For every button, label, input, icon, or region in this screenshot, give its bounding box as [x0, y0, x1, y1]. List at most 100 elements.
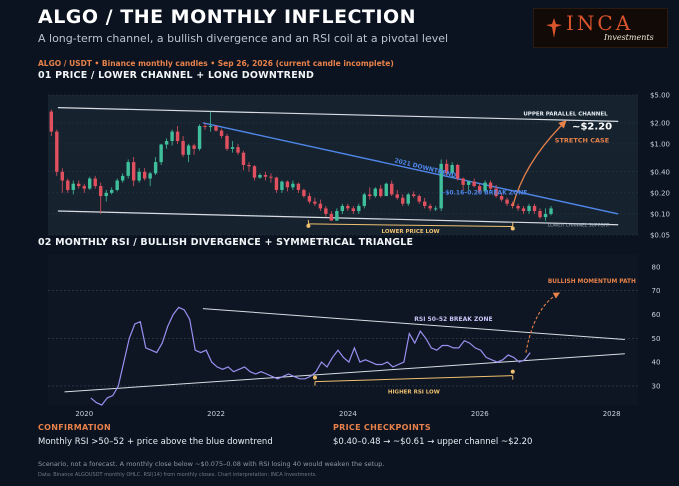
higher-rsi-low-label: HIGHER RSI LOW: [388, 390, 440, 396]
logo-tagline: Investments: [604, 33, 654, 42]
price-candle: [203, 126, 207, 128]
price-candle: [236, 147, 240, 153]
price-candle: [60, 171, 64, 181]
price-candle: [406, 194, 410, 204]
momentum-arrow: [525, 292, 561, 353]
year-tick-label: 2028: [603, 410, 621, 418]
price-candle: [450, 165, 454, 174]
price-candle: [280, 181, 284, 190]
price-candle: [131, 162, 136, 181]
lower-channel-support-label: LOWER CHANNEL SUPPORT: [548, 223, 610, 229]
price-candle: [153, 162, 158, 174]
price-candle: [71, 183, 75, 190]
price-candle: [49, 111, 53, 132]
price-candle: [137, 171, 141, 181]
price-candle: [461, 178, 465, 185]
price-candle: [379, 188, 383, 197]
price-candle: [423, 201, 427, 206]
price-candle: [488, 182, 493, 189]
upper-channel-line: [57, 107, 619, 122]
price-candle: [313, 201, 317, 204]
price-candle: [390, 183, 394, 195]
price-tick-label: $2.00: [650, 119, 670, 127]
price-candle: [82, 186, 86, 189]
rsi-tick-label: 50: [652, 335, 661, 343]
price-candle: [329, 213, 334, 221]
rsi-tick-label: 80: [652, 263, 661, 271]
price-candle: [477, 186, 482, 192]
price-candle: [181, 141, 185, 155]
upper-channel-label: UPPER PARALLEL CHANNEL: [523, 111, 608, 117]
price-candle: [373, 188, 377, 197]
price-tick-label: $0.10: [650, 210, 670, 218]
price-candle: [269, 176, 273, 178]
price-candle: [186, 145, 191, 155]
price-candle: [109, 189, 114, 193]
year-tick-label: 2020: [75, 410, 93, 418]
price-candle: [417, 196, 421, 202]
rsi-plot-area: [48, 255, 638, 405]
price-candle: [362, 194, 367, 206]
price-candle: [164, 141, 169, 145]
price-candle: [88, 178, 92, 189]
year-tick-label: 2024: [339, 410, 357, 418]
source-line: ALGO / USDT • Binance monthly candles • …: [38, 59, 394, 68]
bullish-momentum-label: BULLISH MOMENTUM PATH: [548, 279, 636, 285]
year-tick-label: 2026: [471, 410, 489, 418]
price-candle: [214, 126, 218, 131]
price-candle: [401, 197, 405, 204]
price-candle: [285, 181, 290, 188]
price-candle: [532, 205, 537, 212]
lower-price-low-point: [510, 226, 515, 231]
rsi-tick-label: 40: [652, 359, 661, 367]
price-candle: [225, 135, 229, 149]
break-zone-label: ~$0.16–0.20 BREAK ZONE: [440, 189, 527, 196]
price-candle: [263, 174, 268, 177]
price-candle: [208, 126, 213, 128]
price-candle: [433, 208, 438, 210]
price-candle: [115, 180, 119, 190]
price-candle: [318, 203, 323, 209]
inca-logo: INCA Investments: [533, 8, 668, 48]
logo-brand: INCA: [566, 11, 634, 35]
price-candle: [230, 147, 235, 149]
price-candle: [197, 126, 202, 149]
price-candle: [466, 181, 471, 185]
higher-rsi-low-point: [510, 369, 515, 374]
price-candle: [307, 196, 312, 202]
price-candle: [55, 131, 59, 172]
price-candle: [368, 194, 372, 197]
page-title: ALGO / THE MONTHLY INFLECTION: [38, 6, 417, 28]
price-candle: [428, 205, 432, 209]
higher-rsi-low-point: [312, 375, 317, 380]
price-candle: [527, 205, 531, 212]
price-candle: [148, 173, 152, 179]
price-candle: [494, 188, 498, 197]
price-candle: [335, 211, 339, 221]
price-candle: [505, 199, 509, 204]
higher-rsi-low-line: [314, 375, 513, 383]
price-tick-label: $0.05: [650, 232, 670, 240]
triangle-lower-line: [64, 353, 625, 393]
price-candle: [159, 144, 163, 163]
price-tick-label: $5.00: [650, 92, 670, 100]
price-candle: [142, 171, 147, 179]
price-candle: [274, 177, 279, 190]
price-candle: [521, 208, 526, 212]
year-tick-label: 2022: [207, 410, 225, 418]
price-candle: [340, 205, 345, 212]
rsi-section-title: 02 MONTHLY RSI / BULLISH DIVERGENCE + SY…: [38, 237, 414, 248]
price-candle: [384, 183, 388, 197]
price-candle: [120, 175, 125, 181]
price-candle: [439, 163, 443, 209]
price-candle: [219, 130, 224, 136]
page-subtitle: A long-term channel, a bullish divergenc…: [38, 32, 449, 45]
price-candle: [258, 174, 262, 178]
price-candle: [472, 181, 476, 187]
price-tick-label: $1.00: [650, 140, 670, 148]
price-candle: [77, 183, 81, 187]
price-candle: [543, 213, 548, 218]
price-candle: [483, 182, 487, 192]
price-candle: [175, 131, 180, 142]
